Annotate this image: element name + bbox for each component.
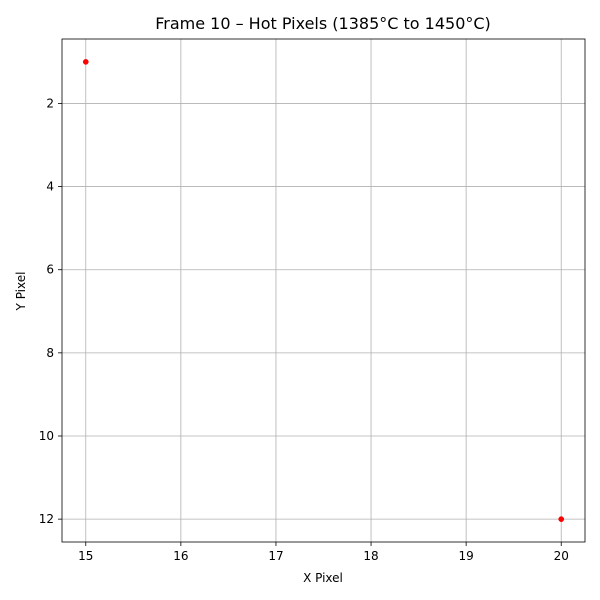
hot-pixel-point <box>558 516 565 522</box>
plot-area-frame <box>61 38 586 543</box>
y-axis-label: Y Pixel <box>14 272 28 312</box>
points-layer <box>82 59 565 522</box>
x-tick-label: 20 <box>554 549 569 563</box>
chart-title: Frame 10 – Hot Pixels (1385°C to 1450°C) <box>155 14 491 33</box>
x-tick-label: 19 <box>458 549 473 563</box>
x-tick-label: 16 <box>173 549 188 563</box>
x-axis-label: X Pixel <box>303 571 343 585</box>
y-tick-label: 6 <box>46 263 54 277</box>
y-tick-label: 8 <box>46 346 54 360</box>
x-tick-label: 17 <box>268 549 283 563</box>
hot-pixel-point <box>82 59 89 65</box>
grid-layer <box>62 39 585 542</box>
y-tick-label: 2 <box>46 96 54 110</box>
y-tick-label: 12 <box>39 512 54 526</box>
y-tick-label: 10 <box>39 429 54 443</box>
x-tick-label: 18 <box>363 549 378 563</box>
ticks-layer: 15 16 17 18 19 20 2 4 6 8 10 12 <box>39 96 569 563</box>
x-tick-label: 15 <box>78 549 93 563</box>
y-tick-label: 4 <box>46 180 54 194</box>
